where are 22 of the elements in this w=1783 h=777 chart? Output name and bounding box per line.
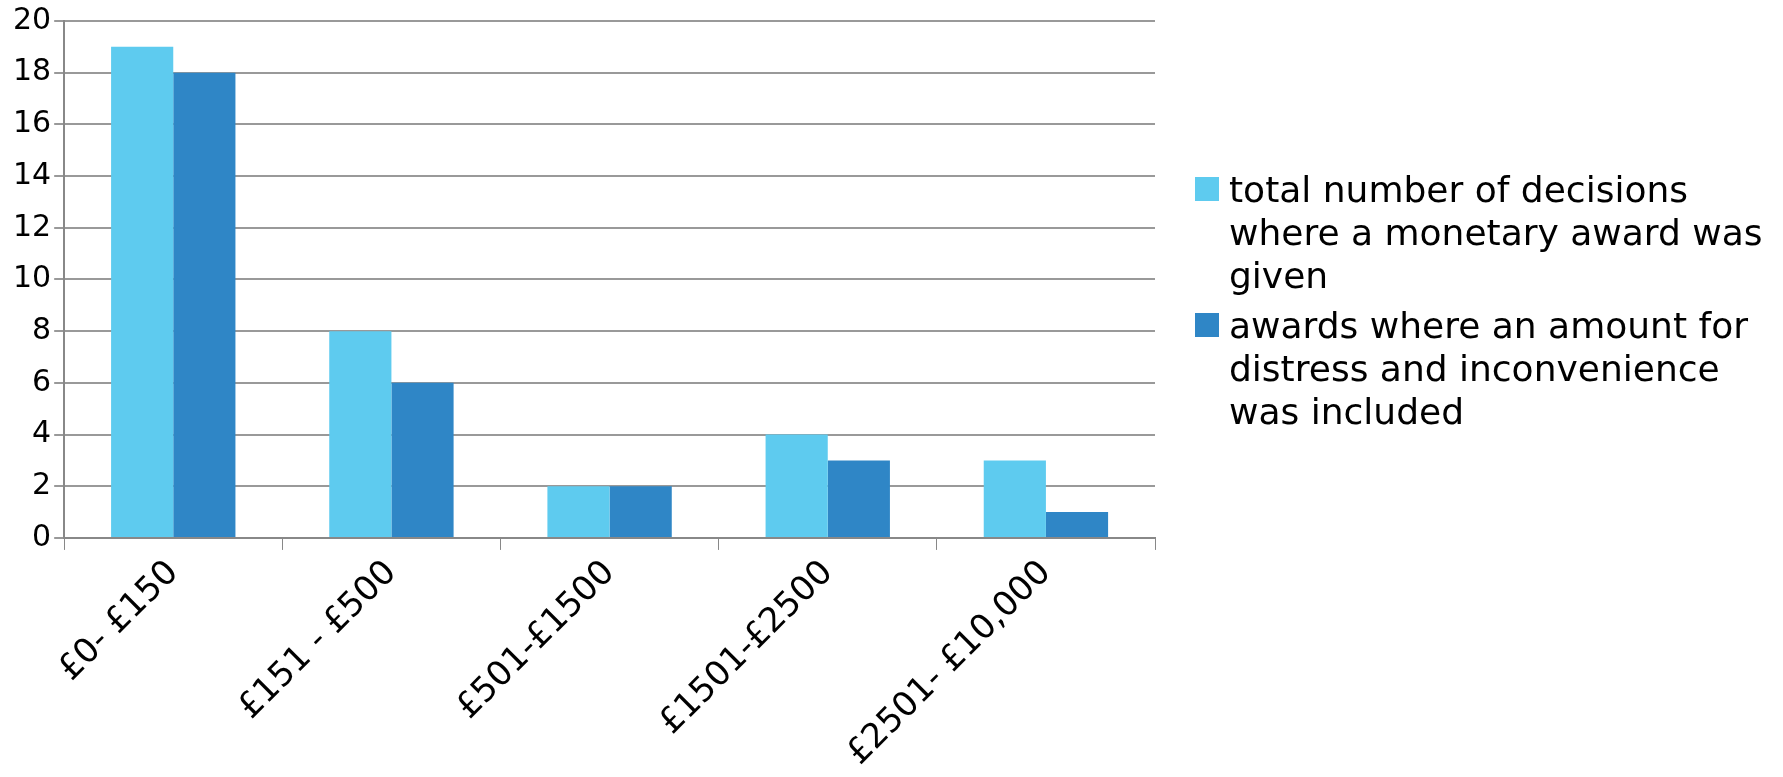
bar [827, 460, 890, 537]
y-tick-label: 2 [32, 466, 52, 502]
y-tick-label: 20 [12, 0, 52, 36]
legend-label: awards where an amount for distress and inconvenience was included [1229, 303, 1749, 434]
y-tick-label: 14 [12, 155, 52, 191]
bar [547, 486, 610, 537]
bar [1045, 512, 1109, 537]
y-tick-label: 16 [12, 104, 52, 140]
bar [173, 72, 236, 537]
bar [329, 331, 392, 537]
y-tick-label: 10 [12, 259, 52, 295]
y-tick-label: 18 [12, 52, 52, 88]
y-tick-label: 6 [32, 362, 52, 398]
y-tick-label: 8 [32, 310, 52, 346]
y-tick-label: 0 [32, 517, 52, 553]
y-tick-label: 12 [12, 207, 52, 243]
y-tick-label: 4 [32, 414, 52, 450]
bar [391, 382, 454, 537]
bar [609, 486, 672, 537]
bar [765, 434, 828, 537]
bar [983, 460, 1046, 537]
bar [111, 46, 174, 537]
